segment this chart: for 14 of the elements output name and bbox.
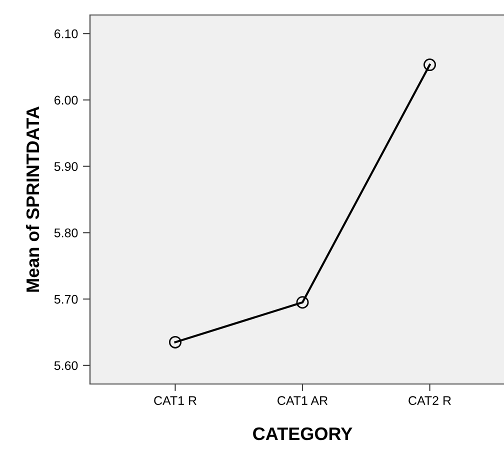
- y-tick-label: 6.10: [54, 29, 78, 38]
- x-tick-label: CAT1 AR: [278, 396, 328, 405]
- y-tick-label: 5.60: [54, 361, 78, 370]
- x-tick-label: CAT2 R: [408, 396, 451, 405]
- y-tick-label: 5.70: [54, 294, 78, 304]
- point: [169, 336, 182, 348]
- x-tick-label: CAT1 R: [154, 396, 196, 405]
- point: [296, 296, 309, 309]
- y-tick-label: 6.00: [54, 96, 78, 105]
- y-tick-label: 5.90: [54, 162, 78, 171]
- y-tick-label: 5.80: [54, 228, 78, 238]
- y-axis-title: Mean of SPRINTDATA: [26, 106, 40, 292]
- x-axis-title: CATEGORY: [253, 427, 352, 440]
- point: [423, 58, 436, 72]
